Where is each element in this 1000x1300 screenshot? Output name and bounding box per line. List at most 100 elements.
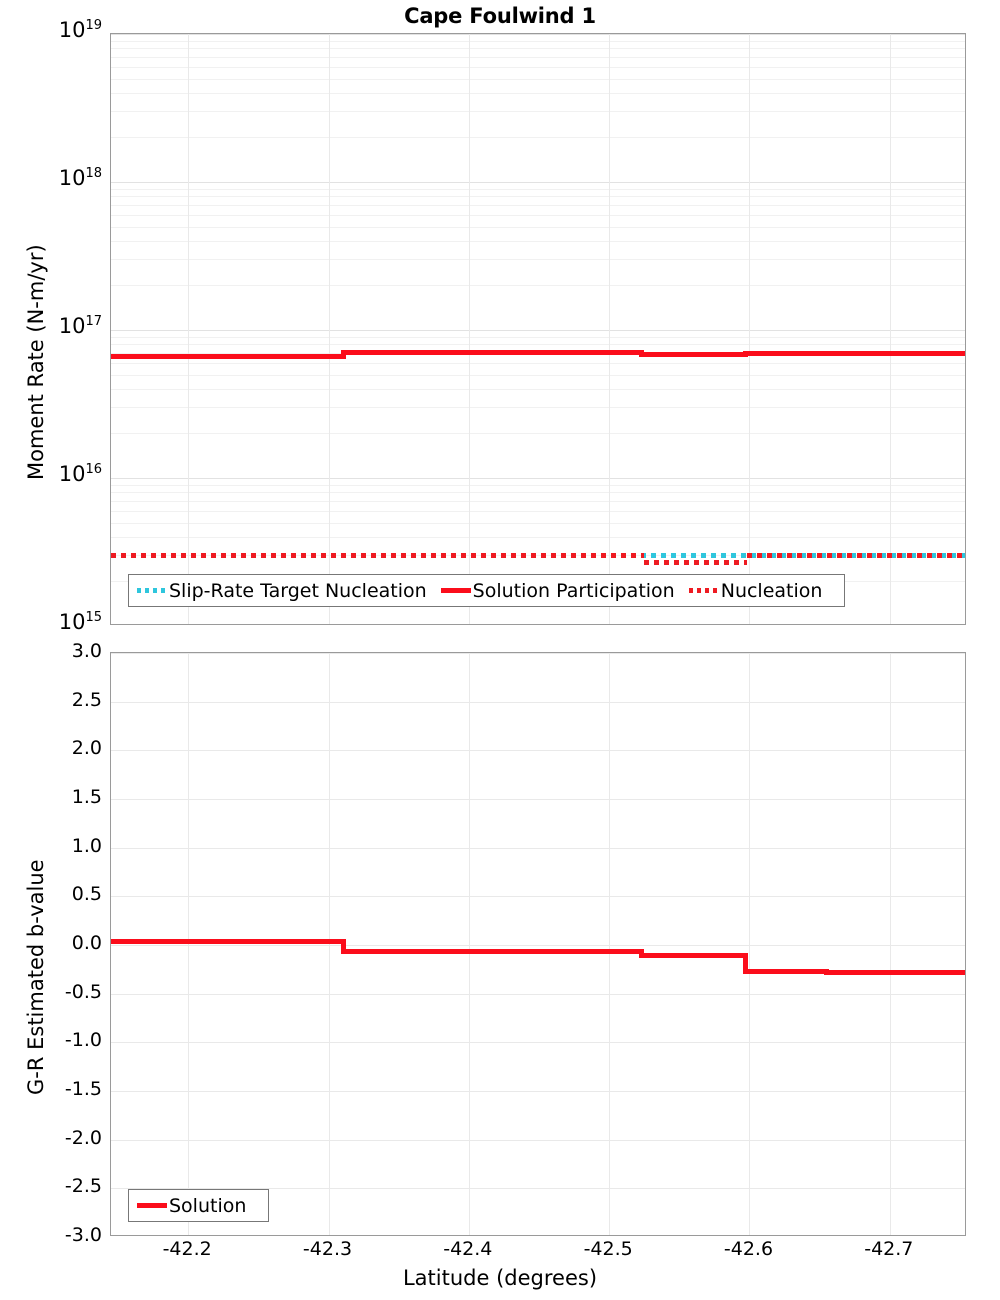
y-tick-label: -3.0 <box>64 1224 102 1246</box>
y-tick-mantissa: 10 <box>58 610 86 634</box>
x-tick-label: -42.2 <box>162 1238 212 1260</box>
y-tick-label: -1.5 <box>64 1078 102 1100</box>
gridline-horizontal-minor <box>111 484 965 486</box>
y-tick-exponent: 17 <box>85 314 102 329</box>
gridline-horizontal <box>111 34 965 35</box>
gridline-horizontal-minor <box>111 111 965 113</box>
legend-item-nucleation[interactable]: Nucleation <box>688 579 837 602</box>
gridline-horizontal-minor <box>111 204 965 206</box>
x-axis-label: Latitude (degrees) <box>402 1266 598 1290</box>
y-tick-exponent: 16 <box>85 462 102 477</box>
solution-line <box>745 968 827 974</box>
y-tick-mantissa: 10 <box>58 18 86 42</box>
y-tick-label: 2.0 <box>71 737 102 760</box>
y-tick-exponent: 19 <box>85 18 102 33</box>
gridline-vertical <box>889 34 891 624</box>
legend-swatch-icon <box>440 588 471 593</box>
y-tick-label: 1017 <box>36 314 102 338</box>
y-tick-label: 1.5 <box>71 786 102 808</box>
gridline-horizontal-minor <box>111 407 965 409</box>
gridline-horizontal-minor <box>111 226 965 228</box>
nucleation-line <box>644 559 747 565</box>
solution-participation-line <box>111 354 344 360</box>
solution-line-riser <box>742 953 748 974</box>
solution-line <box>826 969 965 975</box>
gridline-horizontal-minor <box>111 56 965 58</box>
gridline-vertical <box>468 34 470 624</box>
legend-swatch-icon <box>137 588 167 593</box>
gridline-vertical <box>609 34 611 624</box>
y-tick-label: 0.5 <box>71 883 102 906</box>
solution-participation-line <box>826 350 965 356</box>
gridline-horizontal-minor <box>111 66 965 68</box>
page-title: Cape Foulwind 1 <box>404 4 596 28</box>
y-tick-mantissa: 10 <box>58 314 86 338</box>
gridline-horizontal-minor <box>111 536 965 538</box>
y-tick-mantissa: 10 <box>58 166 86 190</box>
gridline-vertical <box>749 653 751 1235</box>
gridline-horizontal <box>111 1091 965 1092</box>
gridline-horizontal-minor <box>111 40 965 42</box>
gridline-horizontal-minor <box>111 522 965 524</box>
gridline-vertical <box>328 653 330 1235</box>
gridline-horizontal <box>111 653 965 654</box>
y-tick-label: 0.0 <box>71 932 102 954</box>
y-tick-exponent: 15 <box>85 610 102 625</box>
gridline-horizontal <box>111 799 965 800</box>
gridline-horizontal-minor <box>111 78 965 80</box>
gridline-horizontal <box>111 993 965 995</box>
gridline-vertical <box>468 653 470 1235</box>
gridline-horizontal-minor <box>111 374 965 376</box>
y-tick-label: -2.5 <box>64 1175 102 1198</box>
legend-label: Nucleation <box>720 579 823 602</box>
gridline-vertical <box>188 653 190 1235</box>
gridline-horizontal <box>111 182 965 183</box>
solution-participation-line <box>343 350 642 356</box>
gridline-horizontal-minor <box>111 285 965 287</box>
gridline-horizontal <box>111 1139 965 1141</box>
gridline-vertical <box>889 653 891 1235</box>
b-value-plot-area <box>110 652 966 1236</box>
x-tick-label: -42.3 <box>302 1238 353 1260</box>
x-tick-label: -42.5 <box>583 1238 633 1260</box>
y-tick-label: 1.0 <box>71 834 102 857</box>
x-tick-label: -42.7 <box>864 1238 914 1260</box>
gridline-horizontal-minor <box>111 188 965 190</box>
y-tick-label: 1016 <box>36 462 102 486</box>
y-tick-label: 1019 <box>36 18 102 42</box>
moment-rate-legend: Slip-Rate Target Nucleation Solution Par… <box>128 574 846 607</box>
nucleation-line <box>111 552 645 558</box>
gridline-horizontal-minor <box>111 492 965 494</box>
b-value-legend: Solution <box>128 1189 270 1222</box>
y-tick-mantissa: 10 <box>58 462 86 486</box>
legend-swatch-icon <box>688 588 719 593</box>
nucleation-line <box>746 552 965 558</box>
solution-participation-line <box>745 351 827 357</box>
gridline-horizontal-minor <box>111 510 965 512</box>
moment-rate-plot-area <box>110 33 966 625</box>
gridline-horizontal-minor <box>111 240 965 242</box>
gridline-horizontal-minor <box>111 214 965 216</box>
gridline-horizontal <box>111 1042 965 1044</box>
gridline-horizontal <box>111 478 965 479</box>
legend-item-solution-participation[interactable]: Solution Participation <box>440 580 689 602</box>
gridline-horizontal <box>111 330 965 331</box>
gridline-horizontal-minor <box>111 500 965 502</box>
gridline-horizontal <box>111 896 965 898</box>
y-tick-exponent: 18 <box>85 166 102 181</box>
gridline-horizontal <box>111 701 965 703</box>
y-tick-label: -1.0 <box>64 1029 102 1052</box>
x-tick-label: -42.4 <box>443 1238 493 1260</box>
legend-item-solution[interactable]: Solution <box>137 1195 260 1217</box>
legend-item-slip-rate-target-nucleation[interactable]: Slip-Rate Target Nucleation <box>137 580 441 602</box>
gridline-horizontal-minor <box>111 433 965 435</box>
solution-line <box>641 953 746 959</box>
solution-participation-line <box>641 352 746 358</box>
y-tick-label: 3.0 <box>71 640 102 662</box>
solution-line <box>111 938 344 944</box>
legend-label: Slip-Rate Target Nucleation <box>169 579 427 602</box>
gridline-horizontal-minor <box>111 48 965 50</box>
x-tick-label: -42.6 <box>723 1238 774 1260</box>
gridline-horizontal <box>111 847 965 849</box>
